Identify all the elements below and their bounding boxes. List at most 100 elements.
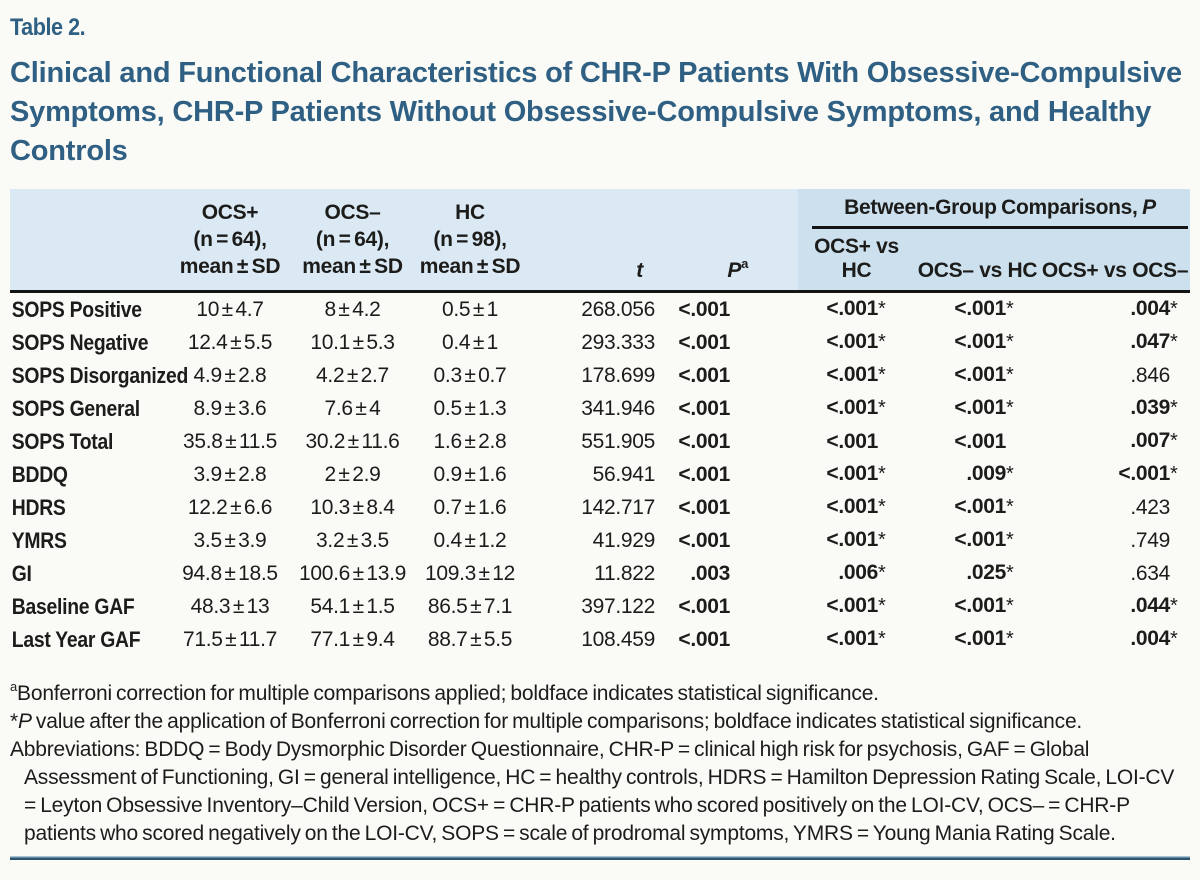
comparison-p-cell: <.001*	[798, 392, 915, 425]
p-value-text: <.001	[678, 627, 730, 651]
comparison-p-cell: <.001*	[915, 326, 1040, 359]
p-value-text: <.001	[678, 297, 730, 321]
comparison-p-cell: .009*	[915, 458, 1040, 491]
significance-star: *	[878, 628, 886, 650]
comparison-p-cell: <.001*	[798, 491, 915, 524]
significance-star: *	[1006, 595, 1014, 617]
table-row: Last Year GAF 71.5 ± 11.7 77.1 ± 9.4 88.7 ±…	[10, 623, 1190, 656]
column-header-line: mean ± SD	[419, 255, 521, 278]
significance-star: *	[1006, 529, 1014, 551]
row-label: SOPS Disorganized	[10, 359, 189, 392]
comparison-p-text: <.001	[826, 396, 878, 419]
significance-star: *	[1006, 628, 1014, 650]
mean-sd-cell: 3.2 ± 3.5	[316, 528, 389, 552]
comparison-p-text: .044	[1130, 594, 1171, 617]
column-header-line: OCS+	[201, 201, 259, 224]
comparison-p-text: <.001	[826, 594, 878, 617]
mean-sd-cell: 94.8 ± 18.5	[182, 561, 278, 585]
mean-sd-cell: 12.2 ± 6.6	[187, 495, 273, 519]
mean-sd-cell: 77.1 ± 9.4	[310, 627, 395, 651]
mean-sd-cell: 86.5 ± 7.1	[427, 594, 513, 618]
column-header-line: HC	[455, 201, 485, 224]
comparison-p-text: .846	[1130, 363, 1171, 387]
row-label: HDRS	[10, 491, 170, 524]
significance-star: *	[878, 463, 886, 485]
between-group-spanner: Between-Group Comparisons, P	[798, 189, 1191, 231]
header-row-1: OCS+ (n = 64), mean ± SD OCS– (n = 64), mean …	[10, 189, 1191, 292]
column-header-line: mean ± SD	[302, 255, 403, 278]
significance-star: *	[878, 331, 886, 353]
significance-star: *	[1006, 298, 1014, 320]
significance-star: *	[1170, 397, 1178, 419]
row-label: Baseline GAF	[10, 590, 170, 623]
p-value-text: <.001	[678, 429, 730, 453]
comparison-p-cell: <.001*	[915, 623, 1040, 656]
mean-sd-cell: 8.9 ± 3.6	[193, 396, 267, 420]
footnote-abbreviations: Abbreviations: BDDQ = Body Dysmorphic Di…	[10, 738, 1175, 845]
mean-sd-cell: 2 ± 2.9	[324, 462, 381, 486]
table-number-text: Table 2.	[10, 14, 86, 41]
comparison-p-text: <.001	[954, 495, 1006, 518]
p-symbol: P	[727, 259, 742, 282]
comparison-p-cell: <.001*	[915, 290, 1040, 326]
comparison-p-cell: .004*	[1040, 623, 1190, 656]
clinical-characteristics-table: OCS+ (n = 64), mean ± SD OCS– (n = 64), mean …	[10, 189, 1191, 656]
row-label-text: GI	[11, 560, 32, 586]
comparison-p-cell: .846	[1040, 359, 1190, 392]
comparison-p-text: <.001	[954, 627, 1006, 650]
comparison-p-text: .004	[1130, 627, 1171, 650]
column-header-comparison-2: OCS– vs HC	[915, 231, 1040, 292]
comparison-p-cell: <.001*	[1040, 458, 1190, 491]
mean-sd-cell: 109.3 ± 12	[424, 561, 516, 585]
significance-star: *	[878, 298, 886, 320]
table-row: YMRS 3.5 ± 3.9 3.2 ± 3.5 0.4 ± 1.2 41.929 <.0…	[10, 524, 1190, 557]
mean-sd-cell: 10 ± 4.7	[170, 290, 290, 326]
significance-star: *	[1006, 496, 1014, 518]
comparison-p-cell: <.001	[798, 425, 915, 458]
column-header-line: OCS–	[324, 201, 381, 224]
mean-sd-cell: 30.2 ± 11.6	[305, 429, 400, 453]
significance-star: *	[878, 562, 886, 584]
column-header-line: (n = 64),	[193, 228, 267, 251]
comparison-p-cell: <.001*	[798, 458, 915, 491]
mean-sd-cell: 54.1 ± 1.5	[310, 594, 395, 618]
comparison-p-text: .004	[1130, 297, 1171, 320]
significance-star: *	[1170, 595, 1178, 617]
significance-star: *	[1006, 331, 1014, 353]
comparison-p-cell: .634	[1040, 557, 1190, 590]
comparison-p-text: <.001	[826, 528, 878, 551]
significance-star: *	[878, 397, 886, 419]
row-label: GI	[10, 557, 170, 590]
p-value-text: <.001	[678, 462, 730, 486]
mean-sd-cell: 71.5 ± 11.7	[182, 627, 278, 651]
significance-star: *	[1170, 430, 1178, 452]
significance-star: *	[1006, 562, 1014, 584]
p-value-text: <.001	[678, 330, 730, 354]
p-value-cell: <.001	[660, 590, 798, 623]
comparison-p-text: <.001	[954, 330, 1006, 353]
footnote-a-marker: a	[10, 679, 18, 694]
p-value-text: <.001	[678, 363, 730, 387]
mean-sd-cell: 0.4 ± 1	[442, 330, 498, 354]
comparison-p-cell: <.001*	[915, 359, 1040, 392]
t-value-cell: 56.941	[592, 462, 656, 486]
p-value-cell: <.001	[660, 425, 798, 458]
significance-star: *	[1006, 364, 1014, 386]
p-value-cell: <.001	[660, 326, 798, 359]
comparison-p-text: <.001	[826, 462, 878, 485]
comparison-p-text: .009	[966, 462, 1006, 485]
t-value-cell: 108.459	[581, 627, 655, 651]
p-value-cell: <.001	[660, 290, 798, 326]
comparison-p-text: <.001	[826, 429, 878, 453]
table-header: OCS+ (n = 64), mean ± SD OCS– (n = 64), mean …	[10, 189, 1191, 292]
comparison-p-cell: .006*	[798, 557, 915, 590]
p-value-text: <.001	[678, 594, 730, 618]
comparison-p-text: <.001	[1118, 462, 1171, 485]
mean-sd-cell: 0.3 ± 0.7	[433, 363, 507, 387]
comparison-p-cell: <.001*	[798, 623, 915, 656]
spanner-title: Between-Group Comparisons, P	[812, 189, 1189, 229]
column-header-group-1: OCS+ (n = 64), mean ± SD	[170, 189, 290, 292]
table-row: SOPS General 8.9 ± 3.6 7.6 ± 4 0.5 ± 1.3 341…	[10, 392, 1190, 425]
t-value-cell: 551.905	[581, 429, 655, 453]
comparison-p-cell: <.001*	[915, 590, 1040, 623]
